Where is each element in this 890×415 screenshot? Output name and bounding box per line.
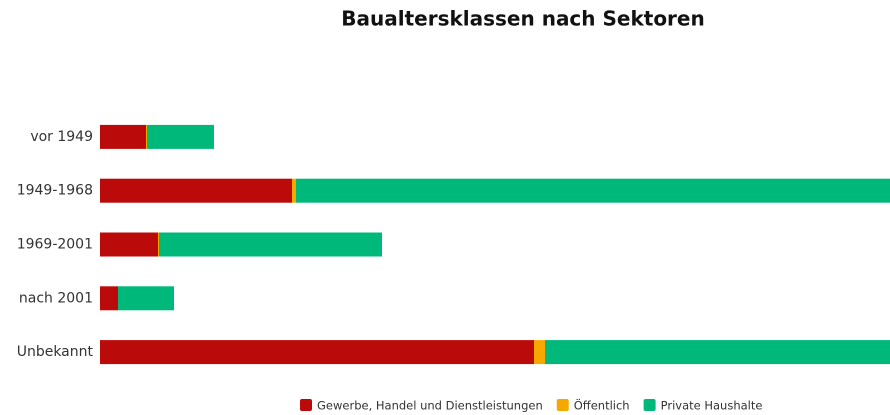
y-tick-label: nach 2001 [19, 290, 93, 306]
bar-segment [100, 124, 146, 149]
legend-label: Gewerbe, Handel und Dienstleistungen [317, 399, 543, 413]
bar-segment [118, 286, 174, 311]
legend-swatch [556, 399, 569, 411]
y-tick-label: 1949-1968 [17, 183, 93, 199]
bar-segment [534, 340, 545, 365]
bar-segment [100, 178, 292, 203]
bar-segment [100, 232, 158, 257]
bar-segment [147, 124, 214, 149]
legend-label: Öffentlich [574, 397, 630, 413]
chart-title: Baualtersklassen nach Sektoren [341, 7, 704, 31]
bar-segment [100, 286, 118, 311]
bar-segment [159, 232, 382, 257]
legend-swatch [300, 399, 312, 411]
legend-swatch [643, 399, 656, 411]
y-tick-label: Unbekannt [17, 344, 94, 360]
bar-segment [158, 232, 159, 257]
bar-segment [146, 124, 147, 149]
bar-segment [545, 340, 890, 365]
bar-segment [296, 178, 890, 203]
y-tick-label: vor 1949 [30, 129, 93, 145]
bar-segment [292, 178, 296, 203]
y-tick-label: 1969-2001 [17, 237, 93, 253]
legend-label: Private Haushalte [661, 399, 763, 413]
bar-segment [100, 340, 534, 365]
